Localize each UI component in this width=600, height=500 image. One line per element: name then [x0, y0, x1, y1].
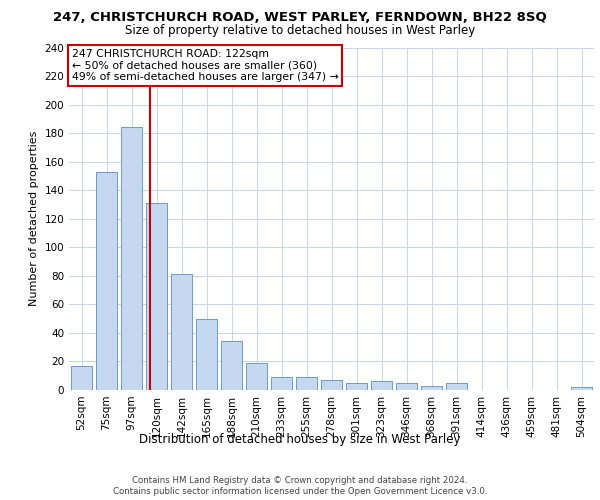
Text: Distribution of detached houses by size in West Parley: Distribution of detached houses by size …: [139, 432, 461, 446]
Bar: [371, 382, 392, 390]
Bar: [96, 172, 117, 390]
Text: Size of property relative to detached houses in West Parley: Size of property relative to detached ho…: [125, 24, 475, 37]
Bar: [396, 383, 417, 390]
Bar: [321, 380, 342, 390]
Bar: [196, 318, 217, 390]
Text: 247, CHRISTCHURCH ROAD, WEST PARLEY, FERNDOWN, BH22 8SQ: 247, CHRISTCHURCH ROAD, WEST PARLEY, FER…: [53, 11, 547, 24]
Text: Contains public sector information licensed under the Open Government Licence v3: Contains public sector information licen…: [113, 487, 487, 496]
Bar: [246, 363, 267, 390]
Text: 247 CHRISTCHURCH ROAD: 122sqm
← 50% of detached houses are smaller (360)
49% of : 247 CHRISTCHURCH ROAD: 122sqm ← 50% of d…: [71, 49, 338, 82]
Bar: [446, 383, 467, 390]
Text: Contains HM Land Registry data © Crown copyright and database right 2024.: Contains HM Land Registry data © Crown c…: [132, 476, 468, 485]
Bar: [346, 383, 367, 390]
Y-axis label: Number of detached properties: Number of detached properties: [29, 131, 39, 306]
Bar: [271, 377, 292, 390]
Bar: [146, 203, 167, 390]
Bar: [421, 386, 442, 390]
Bar: [571, 387, 592, 390]
Bar: [171, 274, 192, 390]
Bar: [221, 342, 242, 390]
Bar: [121, 128, 142, 390]
Bar: [296, 377, 317, 390]
Bar: [71, 366, 92, 390]
